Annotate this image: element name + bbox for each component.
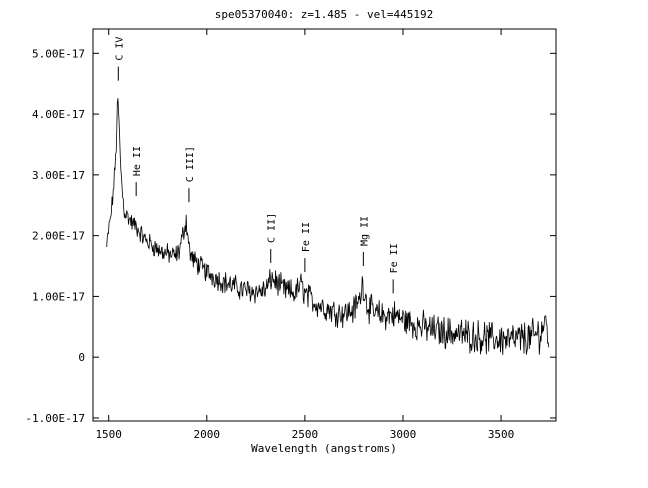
y-axis-ticks: -1.00E-17 0 1.00E-17 2.00E-17 3.00E-17 4.00E-…	[25, 47, 556, 425]
annotation-c-iii: C III]	[185, 146, 196, 203]
x-tick-label: 3000	[390, 428, 417, 441]
emission-line-annotations: C IV He II C III] C II] Fe II Mg II Fe II	[114, 37, 400, 294]
spectrum-series-line	[106, 98, 550, 356]
annotation-label: C III]	[185, 146, 196, 182]
annotation-c-iv: C IV	[114, 37, 125, 81]
y-tick-label: -1.00E-17	[25, 412, 85, 425]
annotation-c-ii: C II]	[267, 213, 278, 263]
annotation-label: C II]	[267, 213, 278, 243]
y-tick-label: 5.00E-17	[32, 47, 85, 60]
x-axis-label: Wavelength (angstroms)	[251, 442, 397, 455]
annotation-label: He II	[132, 146, 143, 176]
annotation-fe-ii: Fe II	[389, 243, 400, 294]
annotation-label: C IV	[114, 37, 125, 61]
annotation-he-ii: He II	[132, 146, 143, 197]
x-tick-label: 2500	[292, 428, 319, 441]
x-axis-ticks: 1500 2000 2500 3000 3500	[95, 29, 514, 441]
annotation-label: Mg II	[359, 216, 370, 246]
y-tick-label: 0	[78, 351, 85, 364]
y-tick-label: 2.00E-17	[32, 230, 85, 243]
annotation-fe-ii: Fe II	[301, 222, 312, 273]
y-tick-label: 3.00E-17	[32, 169, 85, 182]
y-tick-label: 4.00E-17	[32, 108, 85, 121]
plot-frame	[92, 28, 557, 422]
x-tick-label: 2000	[194, 428, 221, 441]
x-tick-label: 1500	[95, 428, 122, 441]
annotation-label: Fe II	[301, 222, 312, 252]
chart-title: spe05370040: z=1.485 - vel=445192	[215, 8, 434, 21]
x-tick-label: 3500	[488, 428, 515, 441]
annotation-mg-ii: Mg II	[359, 216, 370, 267]
y-tick-label: 1.00E-17	[32, 290, 85, 303]
annotation-label: Fe II	[389, 243, 400, 273]
